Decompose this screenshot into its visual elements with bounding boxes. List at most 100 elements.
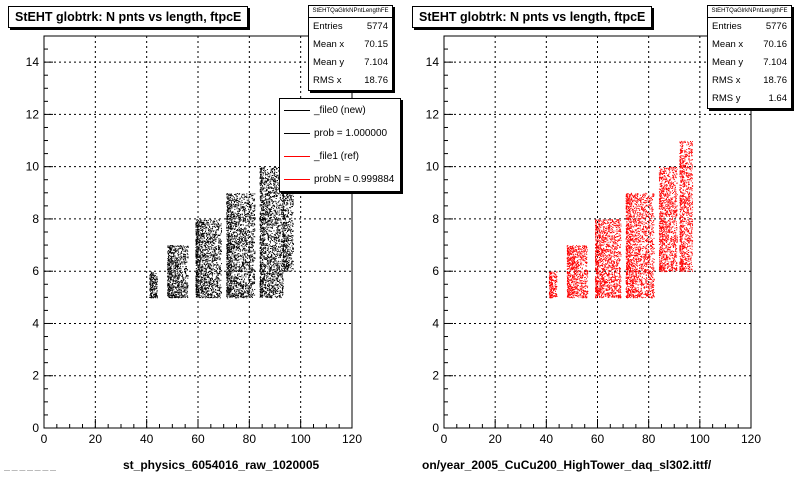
scatter-point xyxy=(282,286,284,288)
scatter-point xyxy=(232,280,234,282)
scatter-point xyxy=(195,284,197,286)
scatter-point xyxy=(275,218,277,220)
scatter-point xyxy=(270,208,272,210)
scatter-point xyxy=(210,232,212,234)
scatter-point xyxy=(238,261,240,263)
scatter-point xyxy=(197,243,199,244)
scatter-point xyxy=(206,284,208,286)
scatter-point xyxy=(233,217,235,219)
scatter-point xyxy=(206,222,208,224)
scatter-point xyxy=(211,289,213,291)
scatter-point xyxy=(182,274,184,276)
scatter-point xyxy=(248,296,250,298)
scatter-point xyxy=(207,284,208,286)
scatter-point xyxy=(244,250,246,252)
scatter-point xyxy=(249,264,250,266)
scatter-point xyxy=(226,255,228,257)
scatter-point xyxy=(280,251,282,253)
scatter-point xyxy=(281,228,283,230)
scatter-point xyxy=(235,263,237,265)
scatter-point xyxy=(217,294,219,296)
scatter-point xyxy=(201,241,203,243)
scatter-point xyxy=(271,203,273,205)
scatter-point xyxy=(196,275,198,277)
scatter-point xyxy=(179,290,181,292)
scatter-point xyxy=(227,252,229,254)
scatter-point xyxy=(196,231,198,233)
scatter-point xyxy=(167,262,169,264)
scatter-point xyxy=(245,221,247,223)
scatter-point xyxy=(209,286,210,288)
scatter-point xyxy=(241,238,243,240)
scatter-point xyxy=(175,297,176,298)
scatter-point xyxy=(260,174,261,175)
scatter-point xyxy=(282,286,284,288)
scatter-point xyxy=(180,274,181,276)
scatter-point xyxy=(202,275,204,276)
scatter-point xyxy=(185,277,187,279)
scatter-point xyxy=(184,262,186,264)
scatter-point xyxy=(201,251,203,253)
scatter-point xyxy=(234,242,236,244)
scatter-point xyxy=(259,242,261,244)
scatter-point xyxy=(243,229,244,231)
scatter-point xyxy=(252,225,254,227)
scatter-point xyxy=(245,296,247,298)
scatter-point xyxy=(245,259,246,261)
scatter-point xyxy=(201,286,203,288)
scatter-point xyxy=(230,211,232,213)
scatter-point xyxy=(205,277,207,279)
scatter-point xyxy=(182,261,184,263)
scatter-point xyxy=(198,219,199,221)
scatter-point xyxy=(200,234,202,236)
scatter-point xyxy=(239,285,241,287)
scatter-point xyxy=(210,253,212,255)
scatter-point xyxy=(250,206,252,208)
scatter-point xyxy=(248,194,250,195)
scatter-point xyxy=(250,203,252,205)
scatter-point xyxy=(231,272,233,274)
scatter-point xyxy=(210,263,212,265)
scatter-point xyxy=(196,287,198,289)
scatter-point xyxy=(208,297,210,299)
scatter-point xyxy=(172,291,174,293)
scatter-point xyxy=(179,286,181,288)
scatter-point xyxy=(238,245,240,247)
scatter-point xyxy=(247,235,249,237)
scatter-point xyxy=(249,256,251,258)
scatter-point xyxy=(237,286,239,288)
scatter-point xyxy=(276,271,278,273)
scatter-point xyxy=(269,292,271,294)
scatter-point xyxy=(263,223,265,225)
scatter-point xyxy=(262,188,264,190)
scatter-point xyxy=(169,263,170,265)
scatter-point xyxy=(251,245,253,247)
scatter-point xyxy=(177,292,179,294)
scatter-point xyxy=(260,196,262,198)
scatter-point xyxy=(243,248,245,250)
scatter-point xyxy=(276,208,278,210)
scatter-point xyxy=(227,273,229,275)
scatter-point xyxy=(228,227,229,229)
scatter-point xyxy=(197,288,199,290)
scatter-point xyxy=(195,296,197,298)
scatter-point xyxy=(242,261,244,263)
scatter-point xyxy=(278,271,280,273)
scatter-point xyxy=(219,242,221,244)
scatter-point xyxy=(250,285,252,287)
scatter-point xyxy=(265,227,266,229)
scatter-point xyxy=(202,233,204,234)
scatter-point xyxy=(229,224,231,225)
scatter-point xyxy=(198,292,200,294)
scatter-point xyxy=(180,262,182,264)
scatter-point xyxy=(233,212,235,214)
scatter-point xyxy=(215,267,217,268)
scatter-point xyxy=(179,256,181,258)
scatter-point xyxy=(183,290,185,292)
scatter-point xyxy=(196,224,198,226)
scatter-point xyxy=(229,208,231,210)
scatter-point xyxy=(200,278,202,280)
scatter-point xyxy=(182,263,184,265)
scatter-point xyxy=(247,242,249,244)
scatter-point xyxy=(174,246,176,248)
